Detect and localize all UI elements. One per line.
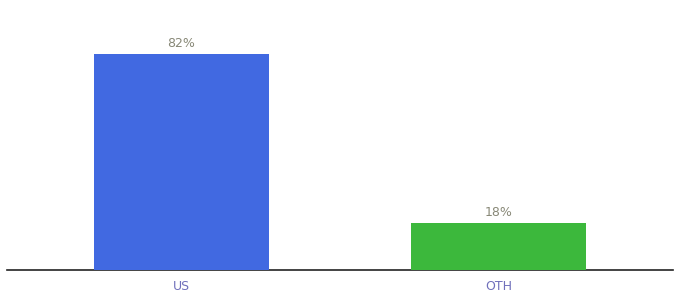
Bar [94,54,269,270]
Text: 18%: 18% [485,206,513,219]
Text: 82%: 82% [167,38,195,50]
Bar [411,223,586,270]
